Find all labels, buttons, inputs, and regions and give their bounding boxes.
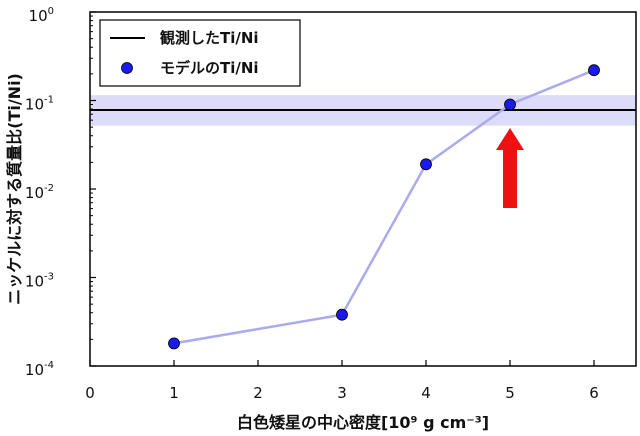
data-point (420, 158, 432, 171)
y-tick-label: 100 (29, 6, 54, 25)
x-tick-label: 3 (337, 384, 347, 402)
tick-layer: 0 1 2 3 4 5 6 10-4 10-3 10-2 10-1 100 (25, 6, 599, 402)
x-tick-label: 0 (85, 384, 95, 402)
x-tick-label: 5 (505, 384, 515, 402)
data-point (168, 337, 180, 350)
legend: 観測したTi/Ni モデルのTi/Ni (99, 19, 301, 87)
legend-model-label: モデルのTi/Ni (160, 59, 259, 77)
y-axis-label: ニッケルに対する質量比(Ti/Ni) (5, 73, 24, 305)
x-tick-label: 1 (169, 384, 179, 402)
data-point (336, 308, 348, 321)
observed-band-layer (90, 95, 636, 126)
x-tick-label: 2 (253, 384, 263, 402)
highlight-arrow (496, 128, 524, 209)
x-tick-label: 6 (589, 384, 599, 402)
data-point (504, 98, 516, 111)
data-points-layer (168, 64, 600, 350)
x-tick-label: 4 (421, 384, 431, 402)
annotation-layer (496, 128, 524, 209)
legend-model-marker-sample (121, 62, 133, 74)
legend-box (99, 19, 301, 87)
y-tick-label: 10-4 (25, 360, 54, 379)
x-axis-label: 白色矮星の中心密度[10⁹ g cm⁻³] (237, 413, 489, 432)
y-tick-label: 10-2 (25, 183, 54, 202)
legend-observed-label: 観測したTi/Ni (160, 29, 259, 47)
y-tick-label: 10-3 (25, 272, 54, 291)
y-tick-label: 10-1 (25, 95, 54, 114)
data-point (588, 64, 600, 77)
